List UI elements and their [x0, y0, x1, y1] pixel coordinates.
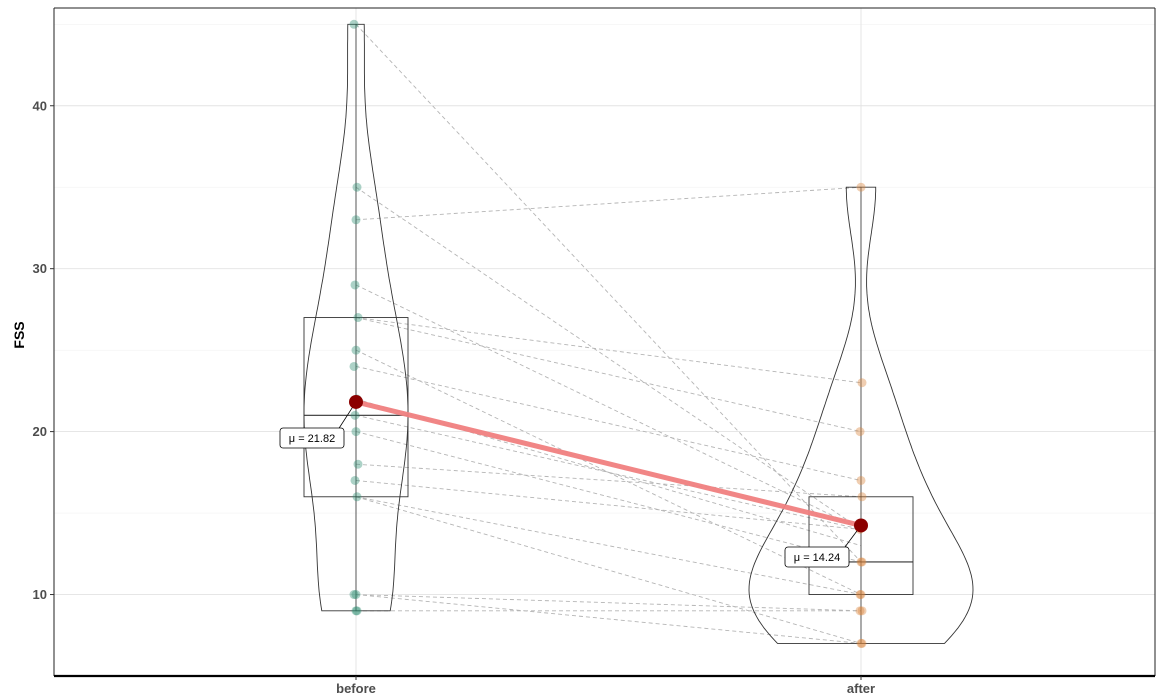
grid — [54, 8, 1155, 677]
mean-label-text: μ = 21.82 — [289, 433, 335, 445]
axis-labels: FSS 10 20 30 40 before after — [11, 98, 875, 696]
data-point-before — [352, 606, 362, 616]
data-point-after — [857, 638, 867, 648]
y-tick-label: 40 — [33, 98, 47, 113]
data-point-after — [856, 182, 866, 192]
data-point-before — [349, 19, 359, 29]
pair-line — [355, 366, 862, 481]
panel-background — [54, 8, 1155, 676]
data-point-before — [350, 280, 360, 290]
pair-line — [355, 317, 862, 433]
x-tick-label: before — [336, 681, 376, 696]
data-point-after — [855, 427, 865, 437]
y-axis-title: FSS — [11, 321, 27, 348]
mean-point-before — [349, 394, 363, 409]
y-tick-label: 30 — [33, 261, 47, 276]
violin-after — [748, 186, 974, 644]
mean-line: μ = 21.82 μ = 14.24 — [279, 394, 868, 568]
data-point-after — [856, 638, 866, 648]
data-point-after — [856, 475, 866, 485]
data-point-before — [349, 361, 359, 371]
data-point-after — [856, 590, 866, 600]
mean-connector — [355, 399, 862, 528]
data-point-before — [349, 590, 359, 600]
pair-line — [355, 186, 862, 530]
pair-line — [355, 186, 862, 221]
x-tick-label: after — [847, 681, 875, 696]
pair-line — [355, 594, 862, 612]
data-point-after — [857, 492, 867, 502]
data-point-before — [350, 410, 360, 420]
pair-line — [355, 431, 862, 563]
data-point-before — [351, 590, 361, 600]
pair-line — [355, 414, 862, 530]
data-point-before — [352, 492, 362, 502]
data-point-before — [351, 427, 361, 437]
pair-line — [355, 496, 862, 644]
data-point-after — [855, 590, 865, 600]
data-point-before — [351, 345, 361, 355]
data-point-after — [857, 378, 867, 388]
data-point-after — [855, 606, 865, 616]
box-after — [808, 496, 914, 595]
data-point-after — [857, 557, 867, 567]
y-tick-label: 10 — [33, 587, 47, 602]
data-point-after — [857, 606, 867, 616]
paired-lines — [355, 23, 862, 644]
pair-line — [355, 594, 862, 644]
pair-line — [355, 284, 862, 530]
mean-label-box — [784, 546, 850, 568]
pair-line — [355, 23, 862, 563]
data-point-after — [856, 557, 866, 567]
data-point-before — [352, 182, 362, 192]
pair-line — [355, 496, 862, 595]
data-point-before — [350, 475, 360, 485]
mean-label-text: μ = 14.24 — [794, 552, 840, 564]
data-point-before — [351, 606, 361, 616]
boxplots — [303, 24, 914, 644]
y-tick-label: 20 — [33, 424, 47, 439]
box-before — [303, 317, 409, 498]
pair-line — [355, 463, 862, 498]
data-point-before — [351, 215, 361, 225]
mean-point-after — [854, 518, 868, 533]
axes — [50, 7, 1156, 680]
data-point-before — [353, 313, 363, 323]
data-point-before — [353, 459, 363, 469]
mean-label-box — [279, 427, 345, 449]
pair-line — [355, 317, 862, 384]
